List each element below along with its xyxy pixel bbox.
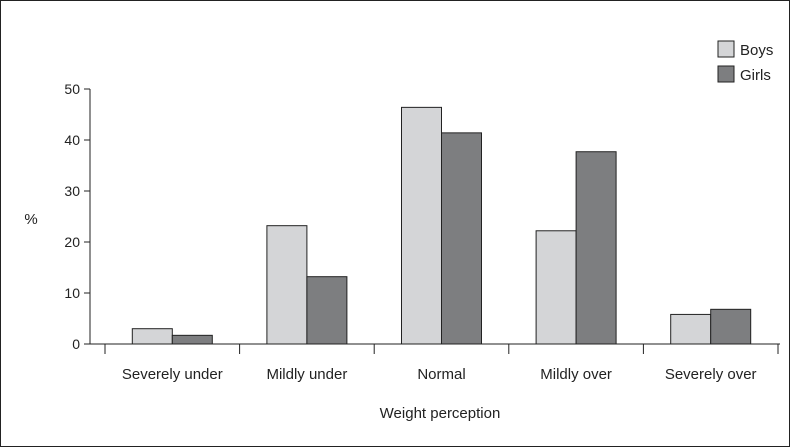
- bar-boys-normal: [401, 106, 442, 345]
- x-axis-title: Weight perception: [380, 405, 501, 422]
- legend-swatch-girls: [717, 65, 735, 83]
- y-tick-label: 50: [64, 81, 80, 97]
- x-category-label: Severely under: [122, 366, 223, 383]
- y-tick-label: 10: [64, 285, 80, 301]
- bar-girls-mildly-over: [575, 151, 617, 345]
- bar-boys-mildly-over: [535, 230, 577, 345]
- bar-girls-severely-over: [710, 308, 752, 345]
- y-ticks: 0 10 20 30 40 50: [64, 81, 90, 352]
- y-axis-title: %: [24, 211, 37, 228]
- legend-swatch-boys: [717, 40, 735, 58]
- bar-girls-severely-under: [171, 334, 213, 345]
- legend-label-boys: Boys: [740, 42, 773, 59]
- y-tick-label: 20: [64, 234, 80, 250]
- x-ticks: [104, 344, 779, 354]
- bar-girls-mildly-under: [306, 276, 348, 345]
- x-category-label: Mildly under: [266, 366, 347, 383]
- x-category-label: Normal: [417, 366, 465, 383]
- bar-boys-severely-under: [131, 328, 173, 345]
- y-tick-label: 0: [72, 336, 80, 352]
- y-tick-label: 40: [64, 132, 80, 148]
- legend-label-girls: Girls: [740, 67, 771, 84]
- legend: Boys Girls: [717, 40, 773, 84]
- x-category-label: Severely over: [665, 366, 757, 383]
- bar-boys-mildly-under: [266, 225, 308, 345]
- bar-boys-severely-over: [670, 313, 712, 345]
- category-labels: Severely under Mildly under Normal Mildly o…: [122, 366, 757, 383]
- y-tick-label: 30: [64, 183, 80, 199]
- bars: [131, 106, 752, 345]
- bar-girls-normal: [441, 132, 482, 345]
- x-category-label: Mildly over: [540, 366, 612, 383]
